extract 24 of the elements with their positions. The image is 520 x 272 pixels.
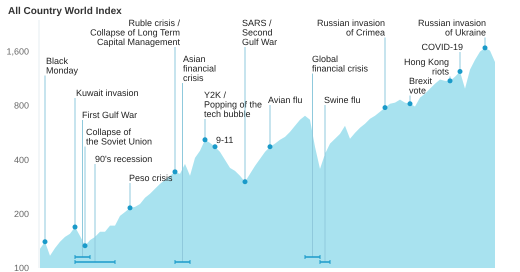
y-tick-label: 200 (14, 208, 29, 219)
annotation: Kuwait invasion (76, 88, 139, 98)
annotation: Russian invasion of Ukraine (418, 18, 486, 38)
annotation: Brexit vote (409, 76, 433, 96)
y-tick-label: 1,600 (6, 46, 29, 57)
annotation: 90's recession (95, 154, 152, 164)
annotation: Hong Kong riots (404, 57, 450, 76)
annotation: Peso crisis (129, 173, 174, 183)
annotation: Global financial crisis (312, 54, 369, 74)
annotation: COVID-19 (421, 42, 463, 52)
annotation: Black Monday (46, 56, 79, 76)
y-tick-label: 100 (14, 263, 29, 272)
y-tick-label: 800 (14, 100, 29, 111)
annotation: Collapse of the Soviet Union (86, 127, 152, 146)
annotation: Swine flu (324, 95, 361, 105)
chart-title: All Country World Index (8, 6, 122, 17)
annotation: Asian financial crisis (183, 54, 216, 83)
y-tick-label: 400 (14, 154, 29, 165)
annotation: SARS / Second Gulf War (242, 18, 278, 47)
annotation: Russian invasion of Crimea (316, 18, 385, 38)
annotation: First Gulf War (82, 110, 138, 120)
annotation: Avian flu (268, 95, 302, 105)
annotation: Ruble crisis / Collapse of Long Term Capital Management (90, 18, 180, 47)
annotation: 9-11 (216, 135, 234, 145)
